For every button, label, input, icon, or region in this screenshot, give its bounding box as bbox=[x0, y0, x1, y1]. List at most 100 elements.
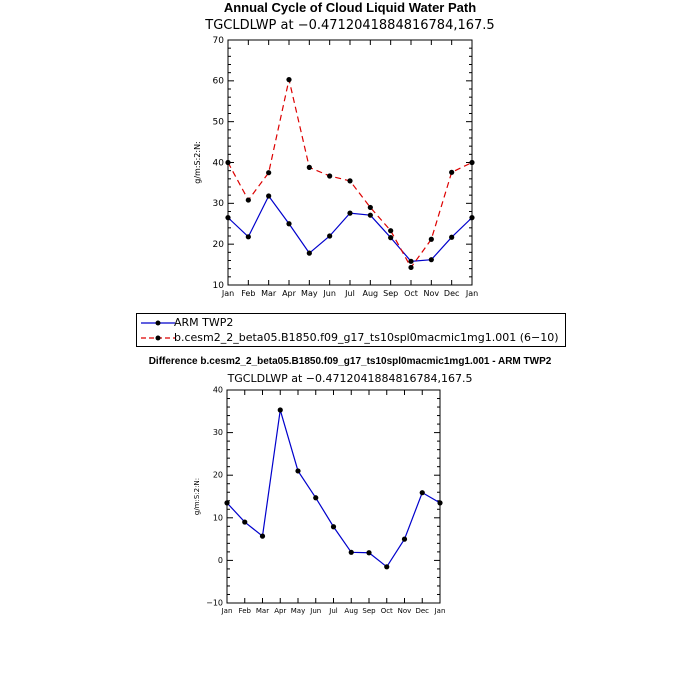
chart1-point-1 bbox=[245, 197, 251, 203]
chart1-ylabel: g/m:S:2:N: bbox=[193, 141, 202, 184]
chart1-point-0 bbox=[469, 215, 475, 221]
chart1-point-0 bbox=[286, 221, 292, 227]
chart1-ytick-label: 70 bbox=[213, 36, 225, 46]
chart1-point-0 bbox=[327, 233, 333, 239]
chart2-point-0 bbox=[348, 549, 354, 555]
chart1-xtick-label: Jan bbox=[221, 289, 234, 298]
chart1-subtitle: TGCLDLWP at −0.4712041884816784,167.5 bbox=[205, 18, 495, 33]
chart2-point-0 bbox=[313, 495, 319, 501]
chart2-xtick-label: Oct bbox=[381, 607, 393, 615]
chart1-series-line-0 bbox=[227, 194, 473, 262]
chart1-xtick-label: Feb bbox=[241, 289, 255, 298]
chart2-point-0 bbox=[384, 564, 390, 570]
chart1-series-line-1 bbox=[227, 79, 473, 269]
chart1-ytick-label: 50 bbox=[213, 117, 225, 127]
legend-label-model: b.cesm2_2_beta05.B1850.f09_g17_ts10spl0m… bbox=[174, 331, 559, 344]
chart1-point-1 bbox=[225, 159, 231, 166]
chart1-point-1 bbox=[347, 178, 353, 184]
chart2-xtick-label: Feb bbox=[239, 607, 252, 615]
chart1-xtick-label: Sep bbox=[383, 289, 398, 298]
chart1-point-0 bbox=[225, 215, 231, 221]
chart1-point-1 bbox=[367, 204, 373, 211]
legend-item-arm: ARM TWP2 bbox=[137, 316, 565, 330]
chart2-ytick-label: −10 bbox=[206, 598, 223, 607]
chart2-ytick-label: 10 bbox=[213, 513, 223, 522]
chart1-ytick-label: 40 bbox=[213, 158, 225, 168]
chart2-xtick-label: Jul bbox=[328, 607, 338, 615]
chart2-point-0 bbox=[419, 490, 425, 496]
chart1-xtick-label: Nov bbox=[424, 289, 440, 298]
chart2-ytick-label: 30 bbox=[213, 428, 223, 437]
chart1-point-0 bbox=[347, 210, 353, 216]
chart1-point-0 bbox=[388, 235, 394, 241]
chart2-point-0 bbox=[437, 500, 443, 506]
chart2-xtick-label: Jan bbox=[221, 607, 233, 615]
chart1-point-1 bbox=[469, 159, 475, 166]
chart2-axes: Jan Feb Mar Apr May Jun Jul Aug Sep Oct Nov Dec Jan−… bbox=[193, 385, 445, 615]
chart2-point-0 bbox=[295, 468, 301, 474]
chart2-xtick-label: Aug bbox=[344, 607, 358, 615]
legend-label-arm: ARM TWP2 bbox=[174, 316, 234, 329]
chart2-xtick-label: Apr bbox=[274, 607, 286, 615]
chart1-xtick-label: Jul bbox=[344, 289, 355, 298]
chart2-ytick-label: 0 bbox=[218, 556, 223, 565]
chart1-point-0 bbox=[306, 250, 312, 256]
legend-swatch-model bbox=[141, 335, 175, 341]
chart1-point-0 bbox=[408, 258, 414, 264]
chart2-title: Difference b.cesm2_2_beta05.B1850.f09_g1… bbox=[148, 356, 552, 367]
chart1-xtick-label: Dec bbox=[444, 289, 459, 298]
chart1-point-1 bbox=[306, 164, 312, 170]
chart1-xtick-label: Jan bbox=[465, 289, 478, 298]
chart1-point-1 bbox=[327, 173, 333, 179]
chart1-xtick-label: Aug bbox=[363, 289, 379, 298]
chart2-subtitle: TGCLDLWP at −0.4712041884816784,167.5 bbox=[227, 372, 473, 385]
chart1-title: Annual Cycle of Cloud Liquid Water Path bbox=[223, 0, 477, 15]
chart1-point-1 bbox=[428, 236, 434, 242]
chart1-point-1 bbox=[388, 228, 394, 234]
chart1-axes: Jan Feb Mar Apr May Jun Jul Aug Sep Oct Nov Dec Jan1… bbox=[193, 36, 478, 298]
chart1-point-1 bbox=[266, 170, 272, 176]
legend-item-model: b.cesm2_2_beta05.B1850.f09_g17_ts10spl0m… bbox=[137, 331, 565, 345]
chart1-point-0 bbox=[245, 234, 251, 240]
chart2-point-0 bbox=[366, 550, 372, 556]
chart1-point-0 bbox=[428, 257, 434, 263]
chart2-ytick-label: 20 bbox=[213, 471, 223, 480]
chart2-ytick-label: 40 bbox=[213, 385, 223, 394]
chart1-point-1 bbox=[449, 169, 455, 175]
chart2-xtick-label: May bbox=[291, 607, 305, 615]
chart2-xtick-label: Sep bbox=[362, 607, 376, 615]
chart1-ytick-label: 20 bbox=[213, 240, 225, 250]
chart1-point-0 bbox=[367, 212, 373, 218]
chart2-xtick-label: Jan bbox=[434, 607, 446, 615]
chart2-xtick-label: Nov bbox=[398, 607, 412, 615]
chart1-point-0 bbox=[449, 234, 455, 240]
chart1-xtick-label: May bbox=[301, 289, 318, 298]
chart1-legend: ARM TWP2 b.cesm2_2_beta05.B1850.f09_g17_… bbox=[136, 313, 566, 347]
chart2-point-0 bbox=[259, 533, 266, 539]
chart1-xtick-label: Apr bbox=[282, 289, 297, 298]
chart1-ytick-label: 30 bbox=[213, 199, 225, 209]
chart1-ytick-label: 10 bbox=[213, 281, 225, 291]
chart1-point-1 bbox=[286, 77, 292, 83]
chart1-point-1 bbox=[408, 264, 414, 271]
chart2-point-0 bbox=[242, 519, 248, 525]
chart2-series-line-0 bbox=[226, 409, 441, 568]
chart2-frame bbox=[226, 389, 441, 604]
chart1-xtick-label: Jun bbox=[322, 289, 336, 298]
chart1-xtick-label: Oct bbox=[404, 289, 418, 298]
chart2-xtick-label: Mar bbox=[256, 607, 269, 615]
chart1-frame bbox=[227, 39, 473, 286]
chart1-point-0 bbox=[266, 193, 272, 199]
chart1-ytick-label: 60 bbox=[213, 77, 225, 87]
chart1-xtick-label: Mar bbox=[261, 289, 277, 298]
chart2-point-0 bbox=[330, 524, 337, 530]
chart2-point-0 bbox=[277, 407, 283, 413]
chart2-point-0 bbox=[401, 536, 408, 542]
chart2-xtick-label: Dec bbox=[415, 607, 429, 615]
chart2-ylabel: g/m:S:2:N: bbox=[193, 478, 201, 515]
chart2-point-0 bbox=[224, 500, 230, 506]
chart2-xtick-label: Jun bbox=[309, 607, 321, 615]
legend-swatch-arm bbox=[141, 320, 175, 326]
